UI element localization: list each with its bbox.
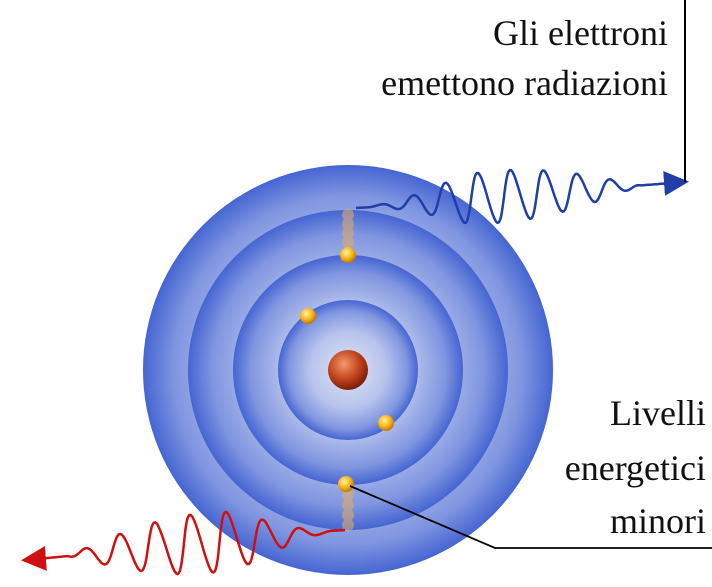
nucleus: [328, 350, 368, 390]
label: emettono radiazioni: [381, 63, 668, 103]
label: minori: [610, 501, 706, 541]
label: Gli elettroni: [493, 13, 668, 53]
atom-diagram: Gli elettroni emettono radiazioni Livell…: [0, 0, 712, 587]
electron: [378, 415, 394, 431]
electron: [340, 247, 356, 263]
label: Livelli: [610, 393, 706, 433]
label: energetici: [565, 448, 706, 488]
electron: [338, 476, 354, 492]
electron: [300, 308, 316, 324]
